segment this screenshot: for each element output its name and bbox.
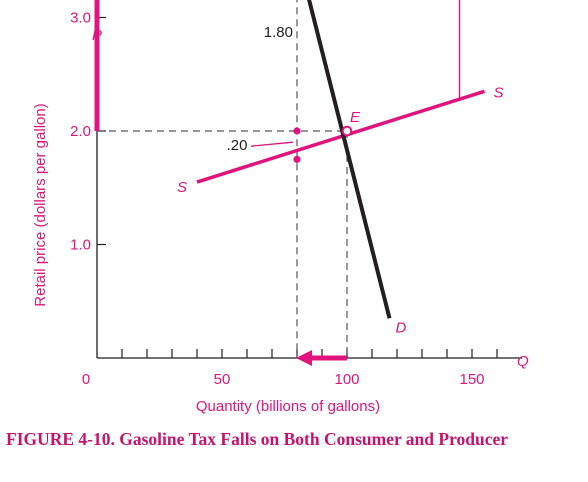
curve-label-S-end: S: [494, 84, 504, 101]
curve-label-D-end: D: [396, 319, 407, 336]
equilibrium-label-E: E: [350, 109, 361, 126]
curve-label-S-start: S: [177, 179, 187, 196]
y-tick-label: 3.0: [70, 10, 91, 27]
curve-D: [307, 0, 392, 319]
producer-share-label: .20: [227, 137, 248, 154]
producer-share-pointer: [250, 141, 294, 147]
y-tick-label: 1.0: [70, 237, 91, 254]
curve-S: [196, 89, 486, 184]
y-axis-letter: P: [92, 27, 102, 44]
x-tick-label: 100: [334, 371, 359, 388]
x-tick-label: 150: [459, 371, 484, 388]
quantity-fall-arrow-head: [296, 350, 312, 366]
shift-arrows: [94, 0, 461, 366]
origin-label: 0: [82, 371, 90, 388]
axes: [96, 0, 522, 359]
consumer-share-label: 1.80: [264, 24, 293, 41]
curves: [196, 0, 486, 319]
chart-labels: Retail price (dollars per gallon) Quanti…: [32, 10, 529, 416]
y-tick-label: 2.0: [70, 123, 91, 140]
equilibrium-points: [293, 125, 353, 163]
price-marker-0: [293, 127, 301, 135]
price-marker-1: [293, 155, 301, 163]
x-tick-label: 50: [214, 371, 231, 388]
x-axis-letter: Q: [517, 353, 529, 370]
equilibrium-point-0: [341, 125, 353, 137]
guide-lines: [97, 0, 348, 358]
figure-caption: FIGURE 4-10. Gasoline Tax Falls on Both …: [6, 429, 509, 449]
y-axis-label: Retail price (dollars per gallon): [32, 103, 49, 306]
x-axis-label: Quantity (billions of gallons): [196, 398, 380, 415]
